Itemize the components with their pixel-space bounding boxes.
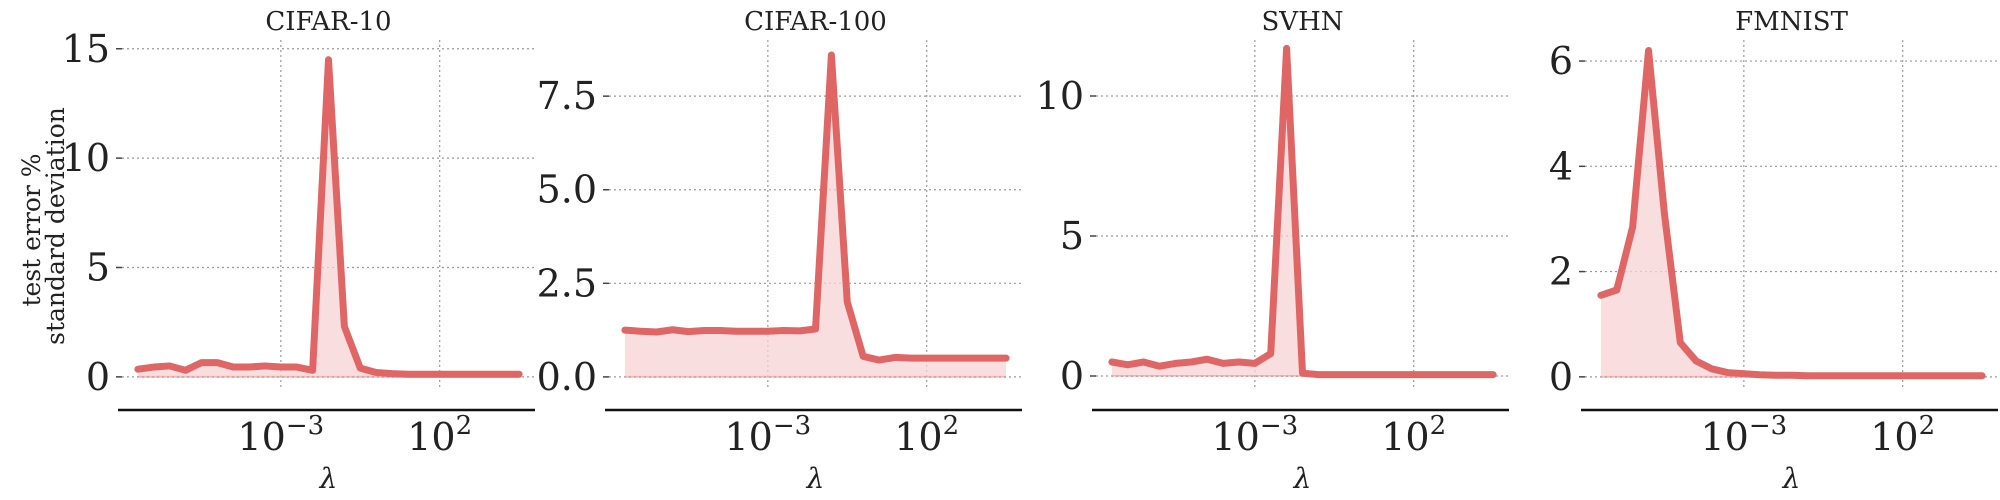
series-line	[1108, 44, 1497, 379]
x-axis-label: λ	[319, 462, 338, 495]
x-tick-label: 102	[407, 411, 472, 459]
y-tick-label: 10	[62, 136, 110, 180]
y-tick-label: 0	[1060, 354, 1084, 398]
x-tick-label: 102	[1870, 411, 1935, 459]
chart-title: CIFAR-10	[265, 7, 391, 37]
y-tick-label: 4	[1549, 144, 1573, 188]
series-area-fill	[624, 54, 1007, 377]
chart-title: SVHN	[1261, 7, 1343, 37]
x-tick-label: 102	[1381, 411, 1446, 459]
chart-title: FMNIST	[1735, 7, 1848, 37]
x-tick-label: 10−3	[725, 411, 812, 459]
x-axis-label: λ	[806, 462, 825, 495]
y-axis-label: test error % standard deviation	[17, 107, 70, 345]
x-tick-label: 10−3	[1701, 411, 1788, 459]
x-axis-label: λ	[1782, 462, 1801, 495]
y-tick-label: 10	[1036, 74, 1084, 118]
y-tick-label: 15	[62, 27, 110, 71]
x-tick-label: 10−3	[1212, 411, 1299, 459]
y-tick-label: 5	[86, 246, 110, 290]
series-area-fill	[137, 59, 520, 377]
y-tick-label: 2	[1549, 250, 1573, 294]
chart-title: CIFAR-100	[744, 7, 887, 37]
y-tick-label: 5.0	[537, 168, 597, 212]
chart-panel-2: CIFAR-100 0.0 2.5 5.0 7.5 10−3 102 λ	[537, 7, 1022, 495]
y-tick-label: 5	[1060, 214, 1084, 258]
y-tick-label: 0	[1549, 355, 1573, 399]
x-axis-label: λ	[1293, 462, 1312, 495]
y-tick-label: 7.5	[537, 74, 597, 118]
y-axis-label-line-2: standard deviation	[41, 107, 70, 345]
x-tick-label: 102	[894, 411, 959, 459]
y-tick-label: 0.0	[537, 355, 597, 399]
y-tick-label: 0	[86, 355, 110, 399]
series-line	[1597, 47, 1986, 380]
y-tick-label: 6	[1549, 39, 1573, 83]
chart-panel-4: FMNIST 0 2 4 6 10−3 102 λ	[1549, 7, 1998, 495]
y-tick-label: 2.5	[537, 261, 597, 305]
x-tick-label: 10−3	[238, 411, 325, 459]
y-axis-label-line-1: test error %	[17, 153, 46, 306]
series-line	[134, 56, 523, 378]
series-area-fill	[1600, 50, 1983, 377]
chart-panel-3: SVHN 0 5 10 10−3 102 λ	[1036, 7, 1509, 495]
series-line	[621, 51, 1010, 364]
chart-panel-1: CIFAR-10 0 5 10 15 10−3 102 λ	[62, 7, 535, 495]
